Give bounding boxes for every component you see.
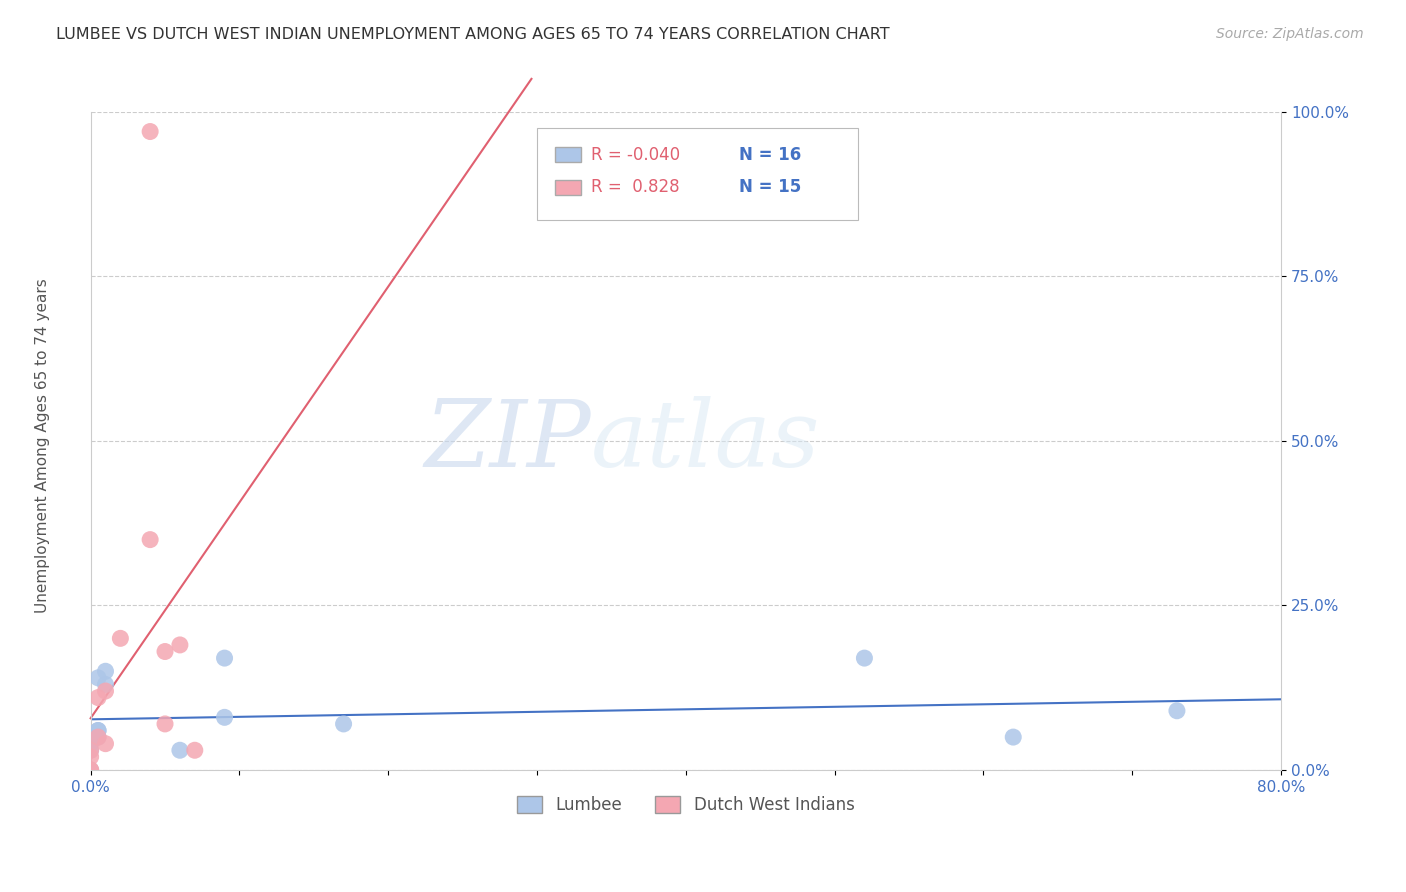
Point — [87, 723, 110, 738]
Text: LUMBEE VS DUTCH WEST INDIAN UNEMPLOYMENT AMONG AGES 65 TO 74 YEARS CORRELATION C: LUMBEE VS DUTCH WEST INDIAN UNEMPLOYMENT… — [56, 27, 890, 42]
Text: Source: ZipAtlas.com: Source: ZipAtlas.com — [1216, 27, 1364, 41]
Point — [87, 730, 110, 744]
Point — [87, 690, 110, 705]
Point — [79, 763, 101, 777]
Point — [79, 737, 101, 751]
Point — [169, 743, 191, 757]
Point — [214, 710, 236, 724]
Point — [87, 730, 110, 744]
Point — [169, 638, 191, 652]
Point — [87, 671, 110, 685]
Text: N = 16: N = 16 — [740, 145, 801, 163]
Point — [110, 632, 132, 646]
Point — [94, 684, 117, 698]
Point — [139, 533, 162, 547]
Point — [153, 717, 176, 731]
Text: ZIP: ZIP — [425, 396, 591, 486]
Point — [79, 763, 101, 777]
Point — [1166, 704, 1188, 718]
Text: N = 15: N = 15 — [740, 178, 801, 196]
Point — [79, 749, 101, 764]
Point — [79, 743, 101, 757]
Point — [184, 743, 207, 757]
Point — [1002, 730, 1025, 744]
Point — [853, 651, 876, 665]
Legend: Lumbee, Dutch West Indians: Lumbee, Dutch West Indians — [510, 789, 862, 821]
Text: Unemployment Among Ages 65 to 74 years: Unemployment Among Ages 65 to 74 years — [35, 278, 49, 614]
Point — [87, 723, 110, 738]
Point — [332, 717, 354, 731]
FancyBboxPatch shape — [537, 128, 859, 220]
Point — [94, 677, 117, 691]
Point — [79, 763, 101, 777]
Text: R =  0.828: R = 0.828 — [591, 178, 679, 196]
Point — [94, 737, 117, 751]
FancyBboxPatch shape — [555, 180, 581, 194]
Point — [94, 665, 117, 679]
FancyBboxPatch shape — [555, 147, 581, 161]
Point — [79, 743, 101, 757]
Point — [139, 124, 162, 138]
Point — [153, 644, 176, 658]
Text: R = -0.040: R = -0.040 — [591, 145, 679, 163]
Point — [214, 651, 236, 665]
Text: atlas: atlas — [591, 396, 820, 486]
